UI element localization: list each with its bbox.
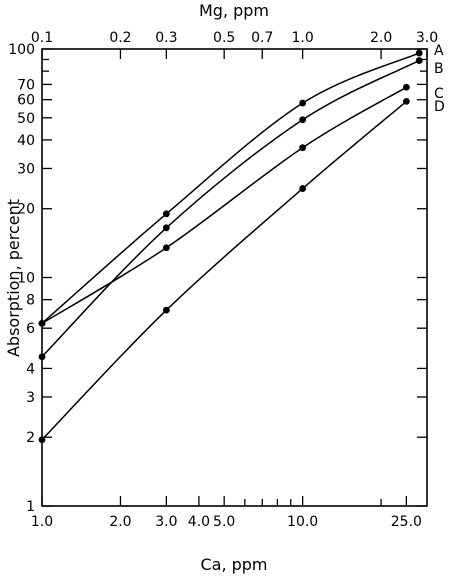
y-tick-label: 10 bbox=[17, 271, 35, 287]
data-point-d bbox=[402, 97, 410, 105]
series-label-d: D bbox=[434, 99, 445, 115]
data-point-c bbox=[299, 144, 307, 152]
data-point-d bbox=[162, 306, 170, 314]
x-tick-label: 3.0 bbox=[155, 514, 177, 530]
data-point-a bbox=[415, 49, 423, 57]
y-tick-label: 50 bbox=[17, 111, 35, 127]
y-tick-label: 70 bbox=[17, 77, 35, 93]
x-tick-label: 10.0 bbox=[287, 514, 318, 530]
data-point-b bbox=[162, 224, 170, 232]
series-curves bbox=[41, 52, 420, 441]
y-axis-title: Absorption, percent bbox=[4, 199, 23, 357]
data-point-c bbox=[162, 244, 170, 252]
x-tick-label: 5.0 bbox=[213, 514, 235, 530]
x2-tick-labels: 0.1 0.2 0.3 0.5 0.7 1.0 2.0 3.0 bbox=[31, 30, 438, 46]
x2-tick-label: 0.2 bbox=[109, 30, 131, 46]
x-axis-title: Ca, ppm bbox=[200, 555, 267, 574]
x-tick-label: 4.0 bbox=[188, 514, 210, 530]
data-points bbox=[38, 49, 423, 444]
x-tick-label: 1.0 bbox=[31, 514, 53, 530]
y-tick-label: 6 bbox=[26, 321, 35, 337]
series-line-a bbox=[41, 52, 420, 324]
y-tick-label: 1 bbox=[26, 499, 35, 515]
y-tick-label: 30 bbox=[17, 161, 35, 177]
x2-tick-label: 1.0 bbox=[292, 30, 314, 46]
data-point-b bbox=[38, 353, 46, 361]
series-label-c: C bbox=[434, 86, 444, 102]
tick-marks bbox=[41, 48, 428, 507]
x2-tick-label: 0.1 bbox=[31, 30, 53, 46]
x-tick-labels: 1.0 2.0 3.0 4.0 5.0 10.0 25.0 bbox=[31, 514, 422, 530]
series-line-b bbox=[41, 59, 420, 358]
x-tick-label: 25.0 bbox=[391, 514, 422, 530]
series-label-b: B bbox=[434, 61, 444, 77]
data-point-a bbox=[299, 99, 307, 107]
y-tick-label: 2 bbox=[26, 430, 35, 446]
data-point-d bbox=[299, 185, 307, 192]
y-tick-label: 60 bbox=[17, 93, 35, 109]
series-label-a: A bbox=[434, 43, 444, 59]
data-point-b bbox=[415, 57, 423, 64]
data-point-a bbox=[162, 210, 170, 218]
data-point-b bbox=[299, 116, 307, 124]
data-point-d bbox=[38, 436, 46, 444]
x2-tick-label: 0.5 bbox=[213, 30, 235, 46]
x2-axis-title: Mg, ppm bbox=[199, 1, 269, 20]
x2-tick-label: 0.3 bbox=[155, 30, 177, 46]
y-tick-label: 3 bbox=[26, 390, 35, 406]
x-tick-label: 2.0 bbox=[109, 514, 131, 530]
y-tick-label: 20 bbox=[17, 202, 35, 218]
data-point-c bbox=[402, 83, 410, 91]
y-tick-label: 40 bbox=[17, 133, 35, 149]
series-line-c bbox=[41, 86, 407, 325]
x2-tick-label: 0.7 bbox=[251, 30, 273, 46]
y-tick-label: 100 bbox=[8, 42, 35, 58]
x2-tick-label: 3.0 bbox=[416, 30, 438, 46]
y-tick-label: 4 bbox=[26, 361, 35, 377]
series-line-d bbox=[41, 100, 407, 441]
x2-tick-label: 2.0 bbox=[370, 30, 392, 46]
plot-frame bbox=[41, 48, 428, 507]
y-tick-label: 8 bbox=[26, 293, 35, 309]
data-point-c bbox=[38, 319, 46, 327]
